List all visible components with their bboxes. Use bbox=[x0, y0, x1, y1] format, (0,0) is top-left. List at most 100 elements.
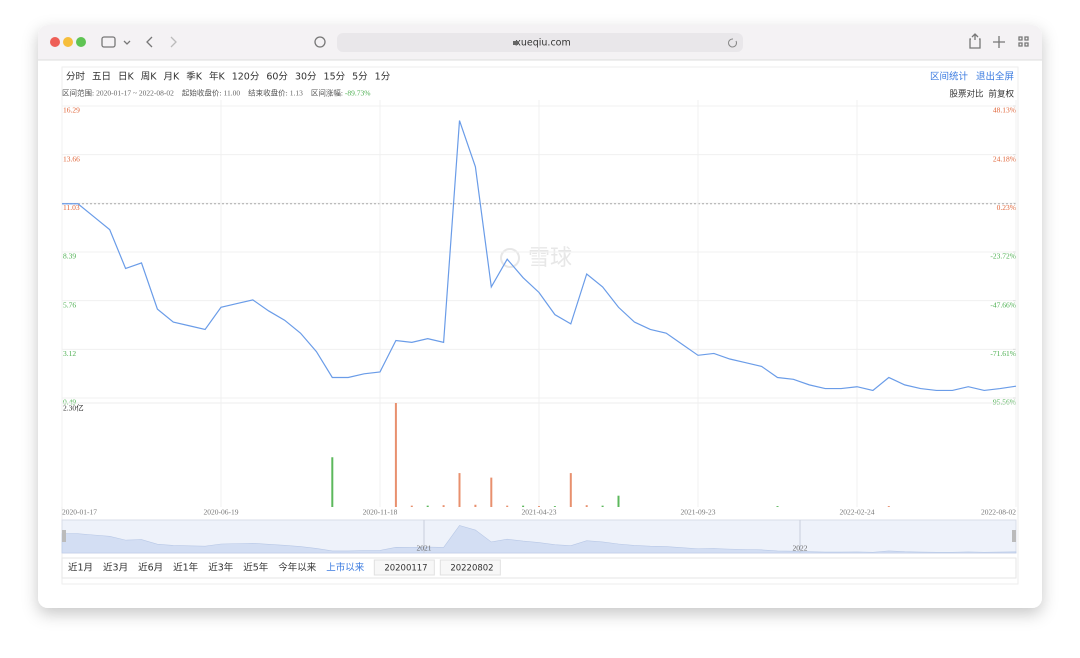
volume-bar bbox=[506, 505, 509, 507]
volume-tick-label: 2.30亿 bbox=[63, 403, 84, 413]
info-label: 区间涨幅: bbox=[311, 88, 343, 98]
volume-bar bbox=[522, 505, 525, 507]
period-tab[interactable]: 60分 bbox=[266, 72, 288, 83]
volume-bar bbox=[394, 403, 397, 507]
nav-icons bbox=[101, 33, 1029, 49]
volume-bar bbox=[458, 473, 461, 507]
volume-bar bbox=[585, 505, 588, 507]
range-button[interactable]: 上市以来 bbox=[326, 562, 365, 574]
period-tab[interactable]: 月K bbox=[164, 72, 181, 83]
info-value: 1.13 bbox=[290, 89, 303, 98]
volume-bar bbox=[474, 504, 477, 507]
range-bar bbox=[61, 557, 1017, 579]
x-tick-label: 2021-04-23 bbox=[522, 508, 557, 517]
range-button[interactable]: 近1年 bbox=[173, 562, 199, 574]
x-tick-label: 2022-08-02 bbox=[981, 508, 1016, 517]
y-tick-label: 8.39 bbox=[63, 252, 76, 261]
info-label: 结束收盘价: bbox=[248, 88, 288, 98]
info-label: 起始收盘价: bbox=[182, 88, 222, 98]
y-tick-label: 0.49 bbox=[63, 398, 76, 407]
volume-bar bbox=[887, 506, 890, 507]
navigator-area bbox=[61, 525, 1017, 554]
period-tab[interactable]: 30分 bbox=[295, 72, 317, 83]
info-value: 2020-01-17 ~ 2022-08-02 bbox=[96, 89, 174, 98]
volume-bar bbox=[490, 477, 493, 507]
period-tab[interactable]: 15分 bbox=[324, 72, 346, 83]
forward-button[interactable] bbox=[170, 36, 177, 48]
watermark-logo bbox=[500, 248, 520, 268]
period-tab[interactable]: 分时 bbox=[66, 71, 86, 83]
x-tick-label: 2022-02-24 bbox=[840, 508, 875, 517]
close-button[interactable] bbox=[50, 37, 60, 47]
range-button[interactable]: 近3月 bbox=[103, 562, 128, 574]
x-tick-label: 2020-01-17 bbox=[62, 508, 97, 517]
watermark-text: 雪球 bbox=[528, 246, 572, 271]
x-tick-label: 2020-11-18 bbox=[363, 508, 398, 517]
range-button[interactable]: 今年以来 bbox=[278, 562, 317, 574]
y2-tick-label: 48.13% bbox=[993, 106, 1016, 115]
new-tab-button[interactable] bbox=[993, 36, 1005, 48]
period-tab[interactable]: 日K bbox=[118, 72, 135, 83]
range-button[interactable]: 近5年 bbox=[243, 562, 269, 574]
period-tab[interactable]: 五日 bbox=[92, 72, 111, 83]
y-tick-label: 16.29 bbox=[63, 106, 80, 115]
volume-bar bbox=[410, 505, 413, 507]
chart-option[interactable]: 前复权 bbox=[988, 89, 1014, 100]
chart-option[interactable]: 股票对比 bbox=[949, 89, 983, 100]
y-tick-label: 5.76 bbox=[63, 300, 76, 309]
zoom-button[interactable] bbox=[76, 37, 86, 47]
volume-bar bbox=[569, 473, 572, 507]
info-value: -89.73% bbox=[345, 89, 371, 98]
range-button[interactable]: 近1月 bbox=[68, 562, 93, 574]
period-tab[interactable]: 5分 bbox=[352, 72, 368, 83]
share-button[interactable] bbox=[969, 33, 981, 49]
y-tick-label: 11.03 bbox=[63, 203, 80, 212]
date-input[interactable] bbox=[373, 559, 435, 576]
date-input-value: 20220802 bbox=[450, 564, 493, 574]
window bbox=[38, 25, 1042, 608]
sidebar-menu[interactable] bbox=[123, 40, 131, 45]
y-tick-label: 3.12 bbox=[63, 349, 76, 358]
period-tab[interactable]: 120分 bbox=[232, 72, 260, 83]
volume-bar bbox=[538, 506, 540, 507]
watermark: 雪球 bbox=[500, 246, 572, 271]
period-tab[interactable]: 1分 bbox=[375, 72, 391, 83]
reload-button[interactable] bbox=[728, 38, 737, 48]
sidebar-icon[interactable] bbox=[101, 36, 116, 48]
y2-tick-label: -23.72% bbox=[990, 252, 1016, 261]
lock-icon bbox=[513, 41, 518, 45]
period-tab[interactable]: 周K bbox=[141, 72, 158, 83]
privacy-icon[interactable] bbox=[314, 36, 326, 48]
toolbar-action[interactable]: 区间统计 bbox=[930, 71, 969, 83]
navigator-handle[interactable] bbox=[1012, 530, 1016, 542]
range-button[interactable]: 近3年 bbox=[208, 562, 234, 574]
volume-bar bbox=[331, 457, 334, 507]
range-button[interactable]: 近6月 bbox=[138, 562, 163, 574]
info-value: 11.00 bbox=[224, 89, 241, 98]
period-tab[interactable]: 季K bbox=[186, 71, 203, 83]
url: xueqiu.com bbox=[515, 38, 571, 49]
y2-tick-label: -47.66% bbox=[990, 300, 1016, 309]
price-line bbox=[62, 120, 1017, 392]
period-tab[interactable]: 年K bbox=[209, 71, 226, 83]
navigator-handle[interactable] bbox=[62, 530, 66, 542]
volume-bar bbox=[776, 506, 779, 507]
tabs-button[interactable] bbox=[1018, 36, 1029, 47]
x-tick-label: 2020-06-19 bbox=[204, 508, 239, 517]
y2-tick-label: 24.18% bbox=[993, 154, 1016, 163]
volume-bar bbox=[617, 495, 620, 507]
y2-tick-label: -95.56% bbox=[990, 398, 1016, 407]
x-tick-label: 2021-09-23 bbox=[681, 508, 716, 517]
address-bar[interactable] bbox=[337, 33, 743, 52]
back-button[interactable] bbox=[146, 36, 153, 48]
volume-bar bbox=[601, 505, 604, 507]
y2-tick-label: 0.23% bbox=[997, 203, 1016, 212]
date-input[interactable] bbox=[439, 559, 501, 576]
info-label: 区间范围: bbox=[62, 88, 94, 98]
toolbar-action[interactable]: 退出全屏 bbox=[976, 71, 1014, 83]
y-tick-label: 13.66 bbox=[63, 154, 80, 163]
minimize-button[interactable] bbox=[63, 37, 73, 47]
date-input-value: 20200117 bbox=[384, 564, 427, 574]
volume-bar bbox=[426, 505, 429, 507]
